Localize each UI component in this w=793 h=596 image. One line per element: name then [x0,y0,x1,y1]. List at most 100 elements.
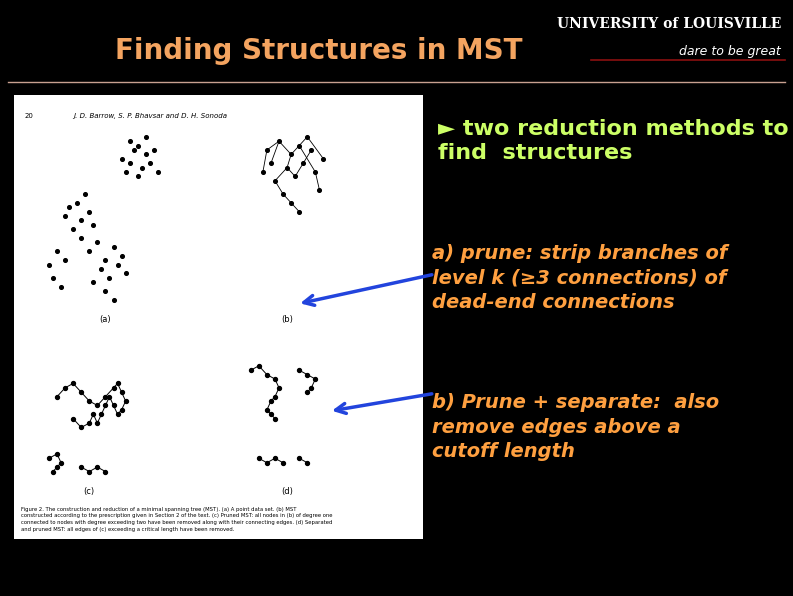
Text: UNIVERSITY of LOUISVILLE: UNIVERSITY of LOUISVILLE [557,17,781,31]
Point [59,212,71,221]
Text: (c): (c) [84,486,95,495]
Point [301,387,313,397]
Point [51,247,63,256]
Text: (d): (d) [282,486,293,495]
Point [63,203,75,212]
Point [111,378,124,388]
Point [269,392,282,402]
Point [132,141,144,150]
Point [43,454,56,463]
Point [269,454,282,463]
Point [147,145,160,155]
Point [67,225,79,234]
Point [301,370,313,380]
Point [51,392,63,402]
Point [91,418,104,428]
Point [107,401,120,410]
Point [119,167,132,177]
Point [107,242,120,252]
Point [43,260,56,269]
Point [301,458,313,467]
Point [115,154,128,163]
Point [252,361,265,371]
Point [103,392,116,402]
Point [83,467,96,476]
Point [111,260,124,269]
Point [285,198,297,207]
Point [261,370,274,380]
Point [111,409,124,419]
Point [103,273,116,283]
Bar [14,95,423,539]
Point [269,176,282,185]
Text: dare to be great: dare to be great [680,45,781,58]
Point [67,378,79,388]
Point [75,462,87,472]
Point [269,374,282,384]
Point [297,159,309,168]
Text: Finding Structures in MST: Finding Structures in MST [115,37,523,64]
Point [91,401,104,410]
Point [47,467,59,476]
Point [99,401,112,410]
Point [313,185,326,194]
Point [99,467,112,476]
Point [293,207,305,216]
Point [285,150,297,159]
Point [244,365,257,375]
Point [277,190,289,199]
Point [124,136,136,146]
Text: (b): (b) [282,315,293,324]
Point [277,458,289,467]
Point [151,167,164,177]
Point [119,269,132,278]
Point [305,145,318,155]
Point [59,383,71,393]
Point [87,277,100,287]
Point [261,145,274,155]
Point [91,462,104,472]
Point [124,159,136,168]
Point [140,150,152,159]
Point [140,132,152,142]
Text: a) prune: strip branches of
level k (≥3 connections) of
dead-end connections: a) prune: strip branches of level k (≥3 … [432,244,727,312]
Point [83,247,96,256]
Point [115,251,128,260]
Point [261,405,274,415]
Point [309,167,322,177]
Point [59,255,71,265]
Point [265,159,278,168]
Point [79,190,92,199]
Point [252,454,265,463]
Point [83,418,96,428]
Point [317,154,330,163]
Point [273,136,285,146]
Point [83,207,96,216]
Text: 20: 20 [25,113,33,119]
Point [293,365,305,375]
Point [132,172,144,181]
Point [305,383,318,393]
Point [95,264,108,274]
Point [67,414,79,423]
Point [47,273,59,283]
Point [99,286,112,296]
Point [51,462,63,472]
Point [75,423,87,432]
Point [99,392,112,402]
Point [269,414,282,423]
Text: Figure 2. The construction and reduction of a minimal spanning tree (MST). (a) A: Figure 2. The construction and reduction… [21,507,332,532]
Point [301,132,313,142]
Text: (a): (a) [100,315,111,324]
Point [87,220,100,229]
Point [265,396,278,406]
Point [265,409,278,419]
Point [95,409,108,419]
Point [83,396,96,406]
Point [289,172,301,181]
Point [309,374,322,384]
Point [256,167,269,177]
Point [136,163,148,172]
Point [55,458,67,467]
Point [75,216,87,225]
